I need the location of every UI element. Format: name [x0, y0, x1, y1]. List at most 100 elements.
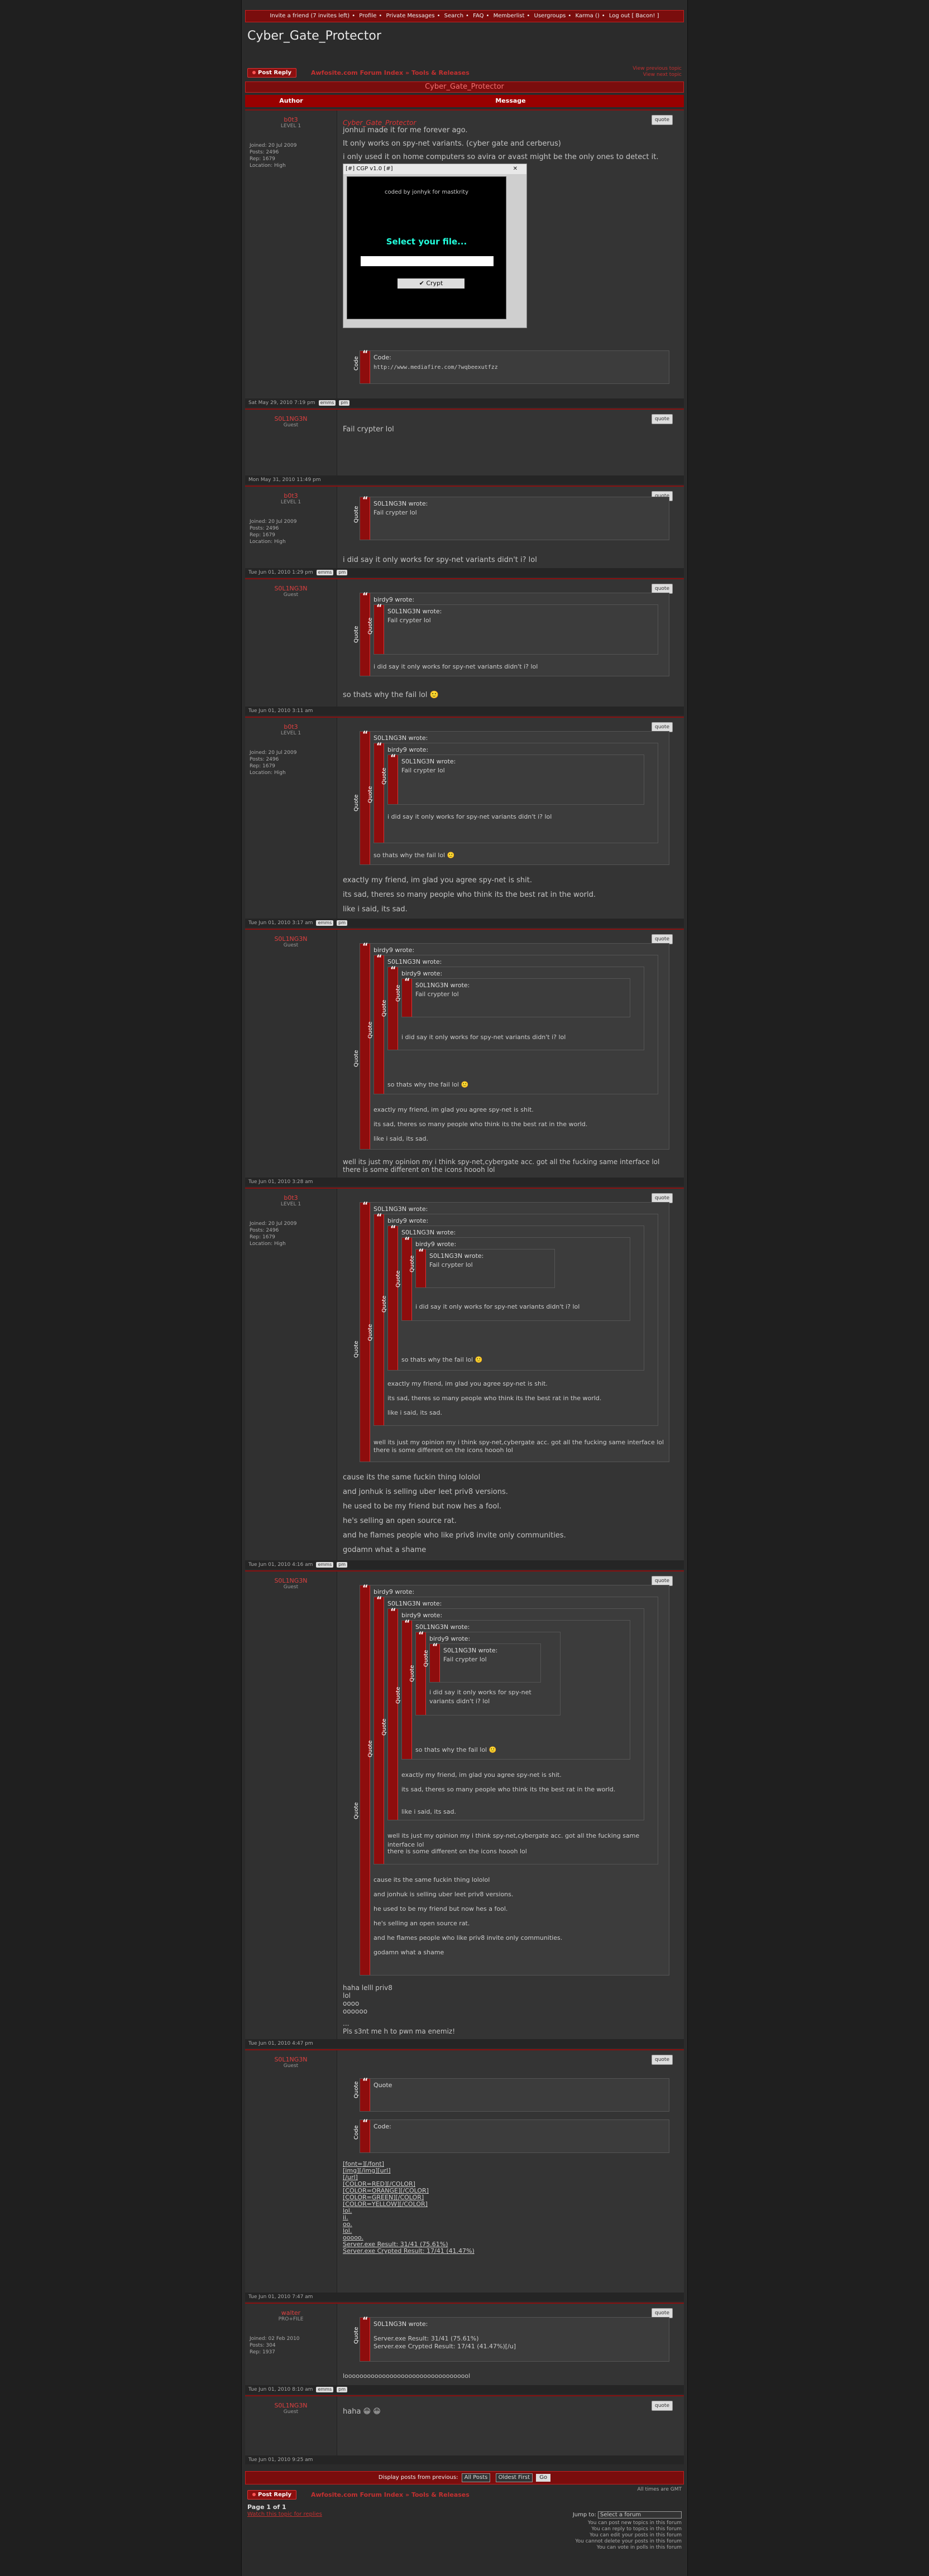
post-footer: Tue Jun 01, 2010 4:16 am emms pm [245, 1560, 684, 1569]
post: b0t3 LEVEL 1 Joined: 20 Jul 2009 Posts: … [245, 109, 684, 398]
breadcrumb: Awfosite.com Forum Index » Tools & Relea… [311, 2491, 470, 2498]
quote-block: Quote birdy9 wrote: Quote S0L1NG3N wrote… [353, 942, 669, 1150]
close-icon: ✕ [513, 166, 518, 172]
bbcode-line: lol. [343, 2227, 352, 2234]
nav-usergroups[interactable]: Usergroups [534, 13, 566, 19]
order-select[interactable]: Oldest First [495, 2473, 533, 2482]
quote-button[interactable]: quote [652, 1576, 673, 1586]
nav-memberlist[interactable]: Memberlist [493, 13, 525, 19]
post-footer: Tue Jun 01, 2010 3:28 am [245, 1178, 684, 1186]
quote-block: Quote S0L1NG3N wrote: Server.exe Result:… [353, 2316, 669, 2362]
display-options-bar: Display posts from previous: All Posts O… [245, 2471, 684, 2484]
forum-page: Invite a friend (7 invites left) • Profil… [241, 0, 688, 2576]
post-footer: Tue Jun 01, 2010 9:25 am [245, 2455, 684, 2464]
forum-permissions: You can post new topics in this forum Yo… [575, 2520, 682, 2550]
code-text[interactable]: http://www.mediafire.com/?wqbeexutfzz [373, 364, 498, 371]
crypter-screenshot: [#] CGP v1.0 [#] ✕ coded by jonhyk for ma… [343, 164, 527, 328]
watch-topic-link[interactable]: Watch this topic for replies [247, 2511, 322, 2517]
bbcode-line: Server.exe Result: 31/41 (75.61%) [343, 2241, 448, 2248]
column-headers: Author Message [245, 95, 684, 107]
post-subject: Cyber_Gate_Protector [343, 119, 416, 127]
quote-block: Quote birdy9 wrote: Quote S0L1NG3N wrote… [353, 592, 669, 676]
topic-links: View previous topic View next topic [633, 66, 682, 78]
window-titlebar: [#] CGP v1.0 [#] ✕ [343, 164, 526, 174]
post-footer: Mon May 31, 2010 11:49 pm [245, 475, 684, 484]
author-rank: LEVEL 1 [280, 123, 301, 129]
post-reply-button[interactable]: Post Reply [247, 68, 296, 78]
crypt-button: ✔ Crypt [398, 278, 465, 289]
post: walter PRO+FILE Joined: 02 Feb 2010 Posts:… [245, 2303, 684, 2385]
post-text: i only used it on home computers so avir… [343, 153, 659, 161]
quote-block: Quote S0L1NG3N wrote: Quote birdy9 wrote… [353, 730, 669, 865]
nav-search[interactable]: Search [444, 13, 464, 19]
breadcrumb: Awfosite.com Forum Index » Tools & Relea… [311, 69, 470, 76]
nav-karma[interactable]: Karma () [575, 13, 600, 19]
code-block: Code Code: http://www.mediafire.com/?wqb… [353, 349, 669, 384]
quote-button[interactable]: quote [652, 115, 673, 125]
quote-block: Quote S0L1NG3N wrote: Quote birdy9 wrote… [353, 1201, 669, 1462]
quote-button[interactable]: quote [652, 2401, 673, 2411]
nav-invite[interactable]: Invite a friend (7 invites left) [270, 13, 350, 19]
quote-block: Quote Quote [353, 2077, 669, 2112]
bbcode-line: [COLOR=ORANGE][/COLOR] [343, 2187, 429, 2194]
post-footer: Tue Jun 01, 2010 1:29 pm emms pm [245, 568, 684, 577]
bbcode-line: [COLOR=RED][/COLOR] [343, 2180, 415, 2188]
author-name[interactable]: b0t3 [284, 116, 298, 123]
post-footer: Tue Jun 01, 2010 3:17 am emms pm [245, 919, 684, 927]
post: b0t3 LEVEL 1 Joined: 20 Jul 2009 Posts: 24… [245, 1188, 684, 1560]
post-footer: Tue Jun 01, 2010 4:47 pm [245, 2039, 684, 2048]
bbcode-line: Server.exe Crypted Result: 17/41 (41.47%… [343, 2247, 475, 2255]
timezone-note: All times are GMT [637, 2487, 682, 2492]
bbcode-line: lol. [343, 2207, 352, 2214]
go-button[interactable]: Go [536, 2474, 551, 2482]
next-topic-link[interactable]: View next topic [643, 72, 682, 78]
nav-logout[interactable]: Log out [ Bacon! ] [609, 13, 659, 19]
bbcode-line: oo. [343, 2221, 352, 2228]
post-text: jonhui made it for me forever ago. [343, 126, 468, 134]
nav-faq[interactable]: FAQ [473, 13, 484, 19]
post-footer: Tue Jun 01, 2010 3:11 am [245, 707, 684, 715]
post: S0L1NG3N Guest quote haha 😀 😀 [245, 2395, 684, 2455]
bbcode-line: [img][/img][url] [343, 2167, 391, 2174]
post-footer: Sat May 29, 2010 7:19 pm emms pm [245, 398, 684, 407]
post-body: quote Cyber_Gate_Protector jonhui made i… [343, 110, 678, 398]
code-block: Code Code: [353, 2118, 669, 2153]
post-footer: Tue Jun 01, 2010 7:47 am [245, 2293, 684, 2301]
days-select[interactable]: All Posts [461, 2473, 491, 2482]
check-icon: ✔ [419, 280, 427, 287]
page-title[interactable]: Cyber_Gate_Protector [247, 29, 381, 43]
nav-profile[interactable]: Profile [359, 13, 377, 19]
post: b0t3 LEVEL 1 Joined: 20 Jul 2009 Posts: 24… [245, 717, 684, 919]
top-navigation: Invite a friend (7 invites left) • Profil… [245, 10, 684, 22]
bbcode-line: [/url] [343, 2174, 358, 2181]
prev-topic-link[interactable]: View previous topic [633, 66, 682, 71]
quote-button[interactable]: quote [652, 2055, 673, 2065]
post-author: b0t3 LEVEL 1 Joined: 20 Jul 2009 Posts: … [245, 110, 337, 398]
post-footer: Tue Jun 01, 2010 8:10 am emms pm [245, 2385, 684, 2394]
author-column-header: Author [279, 97, 303, 104]
bbcode-line: [font=][/font] [343, 2160, 384, 2168]
crumb-index[interactable]: Awfosite.com Forum Index [311, 69, 404, 76]
jump-to: Jump to: Select a forum [573, 2511, 682, 2519]
crumb-forum[interactable]: Tools & Releases [411, 69, 470, 76]
quote-block: Quote S0L1NG3N wrote: Fail crypter lol [353, 496, 669, 540]
post-text: It only works on spy-net variants. (cybe… [343, 140, 561, 148]
author-stats: Joined: 20 Jul 2009 Posts: 2496 Rep: 167… [250, 143, 297, 169]
bbcode-line: ooooo. [343, 2234, 363, 2241]
post-reply-button[interactable]: Post Reply [247, 2490, 296, 2500]
quote-block: Quote birdy9 wrote: Quote S0L1NG3N wrote… [353, 1584, 669, 1976]
crypter-window: coded by jonhyk for mastkrity Select you… [347, 176, 506, 319]
quote-button[interactable]: quote [652, 414, 673, 424]
bbcode-line: [COLOR=GREEN][/COLOR] [343, 2194, 424, 2201]
post: S0L1NG3N Guest quote Fail crypter lol [245, 408, 684, 475]
topic-title-bar[interactable]: Cyber_Gate_Protector [245, 81, 684, 93]
nav-pm[interactable]: Private Messages [386, 13, 435, 19]
forum-select[interactable]: Select a forum [598, 2511, 682, 2519]
bbcode-line: [COLOR=YELLOW][/COLOR] [343, 2200, 428, 2208]
topic-table-header: Cyber_Gate_Protector Author Message [245, 81, 684, 108]
page-counter: Page 1 of 1 [247, 2503, 286, 2511]
